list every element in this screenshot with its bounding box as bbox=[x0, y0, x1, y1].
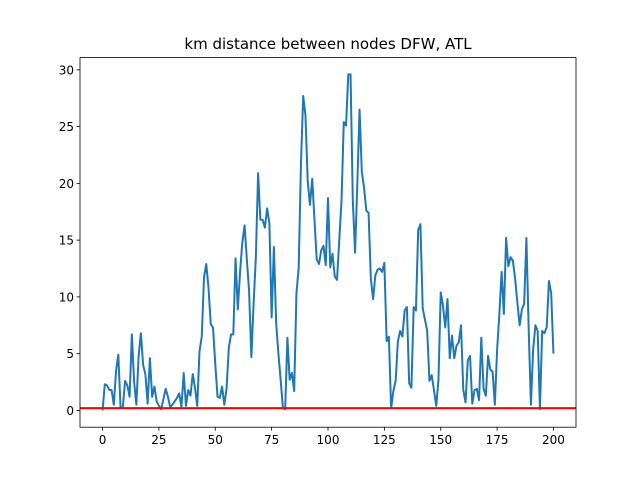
x-tick-label: 25 bbox=[151, 433, 166, 447]
y-tick-label: 10 bbox=[59, 290, 74, 304]
x-tick-label: 200 bbox=[542, 433, 565, 447]
x-tick-label: 175 bbox=[486, 433, 509, 447]
x-tick-label: 0 bbox=[99, 433, 107, 447]
y-tick-label: 5 bbox=[66, 347, 74, 361]
x-tick-label: 100 bbox=[317, 433, 340, 447]
y-tick-label: 30 bbox=[59, 63, 74, 77]
x-tick-label: 150 bbox=[429, 433, 452, 447]
plot-frame bbox=[79, 57, 577, 428]
x-tick-label: 125 bbox=[373, 433, 396, 447]
y-tick-label: 20 bbox=[59, 177, 74, 191]
y-tick-label: 25 bbox=[59, 120, 74, 134]
x-tick-label: 75 bbox=[264, 433, 279, 447]
x-tick-label: 50 bbox=[208, 433, 223, 447]
y-tick-label: 0 bbox=[66, 404, 74, 418]
data-line bbox=[101, 73, 555, 411]
chart-title: km distance between nodes DFW, ATL bbox=[184, 35, 472, 53]
y-tick-label: 15 bbox=[59, 234, 74, 248]
